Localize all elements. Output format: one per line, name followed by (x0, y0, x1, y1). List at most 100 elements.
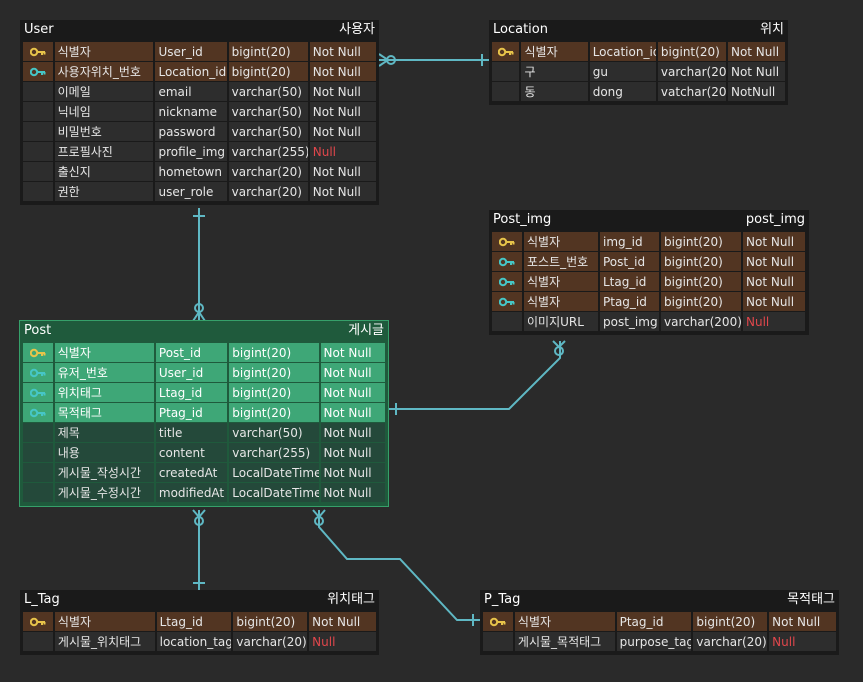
entity-rows: 식별자 Location_id bigint(20) Not Null 구 gu varch… (489, 40, 788, 105)
data-type: bigint(20) (661, 232, 741, 251)
data-type: varchar(20) (693, 632, 768, 651)
field-name: gu (589, 62, 656, 81)
entity-header: Post 게시글 (20, 321, 388, 341)
field-name: Post_id (155, 343, 228, 362)
primary-key-icon (29, 47, 46, 56)
data-type: varchar(20) (228, 162, 308, 181)
attribute-row[interactable]: 내용 content varchar(255) Not Null (23, 443, 385, 463)
key-cell (492, 252, 522, 271)
attribute-row[interactable]: 이미지URL post_img varchar(200) Null (492, 312, 806, 332)
entity-name: Post (24, 323, 52, 338)
attribute-row[interactable]: 닉네임 nickname varchar(50) Not Null (23, 102, 376, 122)
entity-name: P_Tag (484, 592, 521, 607)
entity-post-img[interactable]: Post_img post_img 식별자 img_id bigint(20) Not… (489, 210, 809, 335)
nullable: Not Null (309, 82, 376, 101)
entity-user[interactable]: User 사용자 식별자 User_id bigint(20) Not Null 사용자… (20, 20, 379, 205)
attribute-row[interactable]: 위치태그 Ltag_id bigint(20) Not Null (23, 383, 385, 403)
attribute-row[interactable]: 구 gu varchar(20) Not Null (492, 62, 786, 82)
foreign-key-icon (29, 67, 46, 76)
field-name: User_id (155, 363, 228, 382)
entity-label: 사용자 (339, 22, 375, 37)
attribute-row[interactable]: 식별자 Post_id bigint(20) Not Null (23, 343, 385, 363)
attribute-row[interactable]: 제목 title varchar(50) Not Null (23, 423, 385, 443)
column-name: 제목 (54, 423, 154, 442)
nullable: Not Null (743, 292, 805, 311)
column-name: 비밀번호 (54, 122, 154, 141)
column-name: 게시물_작성시간 (54, 463, 154, 482)
attribute-row[interactable]: 게시물_목적태그 purpose_tag varchar(20) Null (483, 632, 836, 652)
foreign-key-icon (29, 368, 46, 377)
column-name: 동 (521, 82, 588, 101)
nullable: Not Null (309, 162, 376, 181)
attribute-row[interactable]: 프로필사진 profile_img varchar(255) Null (23, 142, 376, 162)
column-name: 권한 (54, 182, 154, 201)
key-cell (492, 62, 520, 81)
column-name: 위치태그 (54, 383, 154, 402)
entity-location[interactable]: Location 위치 식별자 Location_id bigint(20) Not … (489, 20, 788, 105)
data-type: bigint(20) (229, 403, 319, 422)
entity-rows: 식별자 Post_id bigint(20) Not Null 유저_번호 User_id… (20, 341, 388, 506)
column-name: 식별자 (521, 42, 588, 61)
nullable: Not Null (309, 122, 376, 141)
column-name: 식별자 (54, 42, 154, 61)
data-type: varchar(255) (229, 443, 319, 462)
column-name: 이메일 (54, 82, 154, 101)
primary-key-icon (499, 237, 515, 246)
data-type: bigint(20) (233, 612, 308, 631)
nullable: Not Null (320, 423, 385, 442)
column-name: 식별자 (54, 343, 154, 362)
column-name: 게시물_목적태그 (514, 632, 615, 651)
column-name: 포스트_번호 (524, 252, 598, 271)
attribute-row[interactable]: 사용자위치_번호 Location_id bigint(20) Not Null (23, 62, 376, 82)
field-name: email (155, 82, 227, 101)
nullable: Not Null (743, 252, 805, 271)
attribute-row[interactable]: 식별자 Location_id bigint(20) Not Null (492, 42, 786, 62)
column-name: 사용자위치_번호 (54, 62, 154, 81)
crowfoot-post-top (192, 310, 206, 322)
attribute-row[interactable]: 게시물_수정시간 modifiedAt LocalDateTime Not Null (23, 483, 385, 503)
nullable: Not Null (320, 383, 385, 402)
key-cell (23, 343, 53, 362)
attribute-row[interactable]: 동 dong vatchar(20) NotNull (492, 82, 786, 102)
column-name: 내용 (54, 443, 154, 462)
attribute-row[interactable]: 식별자 Ptag_id bigint(20) Not Null (492, 292, 806, 312)
data-type: varchar(50) (229, 423, 319, 442)
attribute-row[interactable]: 게시물_작성시간 createdAt LocalDateTime Not Null (23, 463, 385, 483)
attribute-row[interactable]: 포스트_번호 Post_id bigint(20) Not Null (492, 252, 806, 272)
entity-l-tag[interactable]: L_Tag 위치태그 식별자 Ltag_id bigint(20) Not Null 게… (20, 590, 379, 655)
entity-post[interactable]: Post 게시글 식별자 Post_id bigint(20) Not Null 유저_… (19, 320, 389, 507)
field-name: Location_id (155, 62, 227, 81)
attribute-row[interactable]: 목적태그 Ptag_id bigint(20) Not Null (23, 403, 385, 423)
key-cell (492, 312, 522, 331)
attribute-row[interactable]: 식별자 Ptag_id bigint(20) Not Null (483, 612, 836, 632)
data-type: bigint(20) (228, 42, 308, 61)
attribute-row[interactable]: 식별자 img_id bigint(20) Not Null (492, 232, 806, 252)
key-cell (23, 612, 53, 631)
nullable: Not Null (743, 232, 805, 251)
key-cell (23, 632, 53, 651)
attribute-row[interactable]: 권한 user_role varchar(20) Not Null (23, 182, 376, 202)
column-name: 식별자 (524, 272, 598, 291)
attribute-row[interactable]: 식별자 User_id bigint(20) Not Null (23, 42, 376, 62)
key-cell (492, 42, 520, 61)
key-cell (492, 292, 522, 311)
data-type: varchar(50) (228, 102, 308, 121)
nullable: Not Null (309, 612, 376, 631)
attribute-row[interactable]: 이메일 email varchar(50) Not Null (23, 82, 376, 102)
optional-marker-user (386, 55, 396, 65)
nullable: Null (309, 632, 376, 651)
attribute-row[interactable]: 출신지 hometown varchar(20) Not Null (23, 162, 376, 182)
attribute-row[interactable]: 식별자 Ltag_id bigint(20) Not Null (23, 612, 376, 632)
attribute-row[interactable]: 유저_번호 User_id bigint(20) Not Null (23, 363, 385, 383)
nullable: Not Null (320, 403, 385, 422)
attribute-row[interactable]: 식별자 Ltag_id bigint(20) Not Null (492, 272, 806, 292)
attribute-row[interactable]: 비밀번호 password varchar(50) Not Null (23, 122, 376, 142)
entity-label: 위치 (760, 22, 784, 37)
key-cell (23, 443, 53, 462)
field-name: img_id (600, 232, 659, 251)
entity-p-tag[interactable]: P_Tag 목적태그 식별자 Ptag_id bigint(20) Not Null 게… (480, 590, 839, 655)
nullable: Not Null (309, 62, 376, 81)
column-name: 식별자 (524, 232, 598, 251)
attribute-row[interactable]: 게시물_위치태그 location_tag varchar(20) Null (23, 632, 376, 652)
data-type: varchar(255) (228, 142, 308, 161)
